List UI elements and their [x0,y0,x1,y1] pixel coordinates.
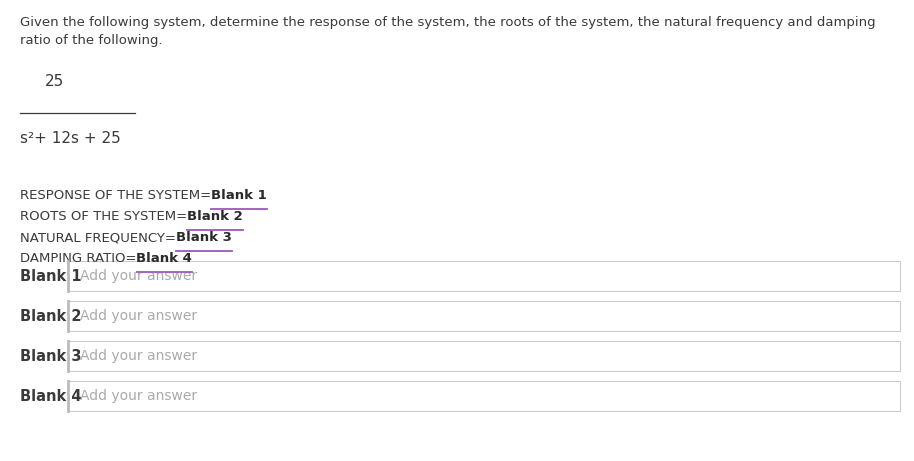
Text: ratio of the following.: ratio of the following. [20,34,163,47]
Text: Add your answer: Add your answer [80,269,197,283]
Text: Blank 2: Blank 2 [20,308,81,324]
Text: Blank 3: Blank 3 [175,231,232,244]
Text: Add your answer: Add your answer [80,389,197,403]
Text: RESPONSE OF THE SYSTEM=: RESPONSE OF THE SYSTEM= [20,189,211,202]
Text: Blank 2: Blank 2 [187,210,243,223]
Text: Blank 4: Blank 4 [136,252,192,265]
Text: Given the following system, determine the response of the system, the roots of t: Given the following system, determine th… [20,16,876,29]
Bar [68,301,900,331]
Text: Blank 1: Blank 1 [211,189,267,202]
Text: Blank 3: Blank 3 [20,349,81,364]
Text: NATURAL FREQUENCY=: NATURAL FREQUENCY= [20,231,175,244]
Text: DAMPING RATIO=: DAMPING RATIO= [20,252,136,265]
Bar [68,341,900,371]
Text: Blank 4: Blank 4 [20,389,81,403]
Text: Blank 1: Blank 1 [20,268,81,284]
Bar [68,261,900,291]
Text: 25: 25 [45,74,64,89]
Text: Add your answer: Add your answer [80,309,197,323]
Text: Add your answer: Add your answer [80,349,197,363]
Text: s²+ 12s + 25: s²+ 12s + 25 [20,131,121,146]
Text: ROOTS OF THE SYSTEM=: ROOTS OF THE SYSTEM= [20,210,187,223]
Bar [68,381,900,411]
